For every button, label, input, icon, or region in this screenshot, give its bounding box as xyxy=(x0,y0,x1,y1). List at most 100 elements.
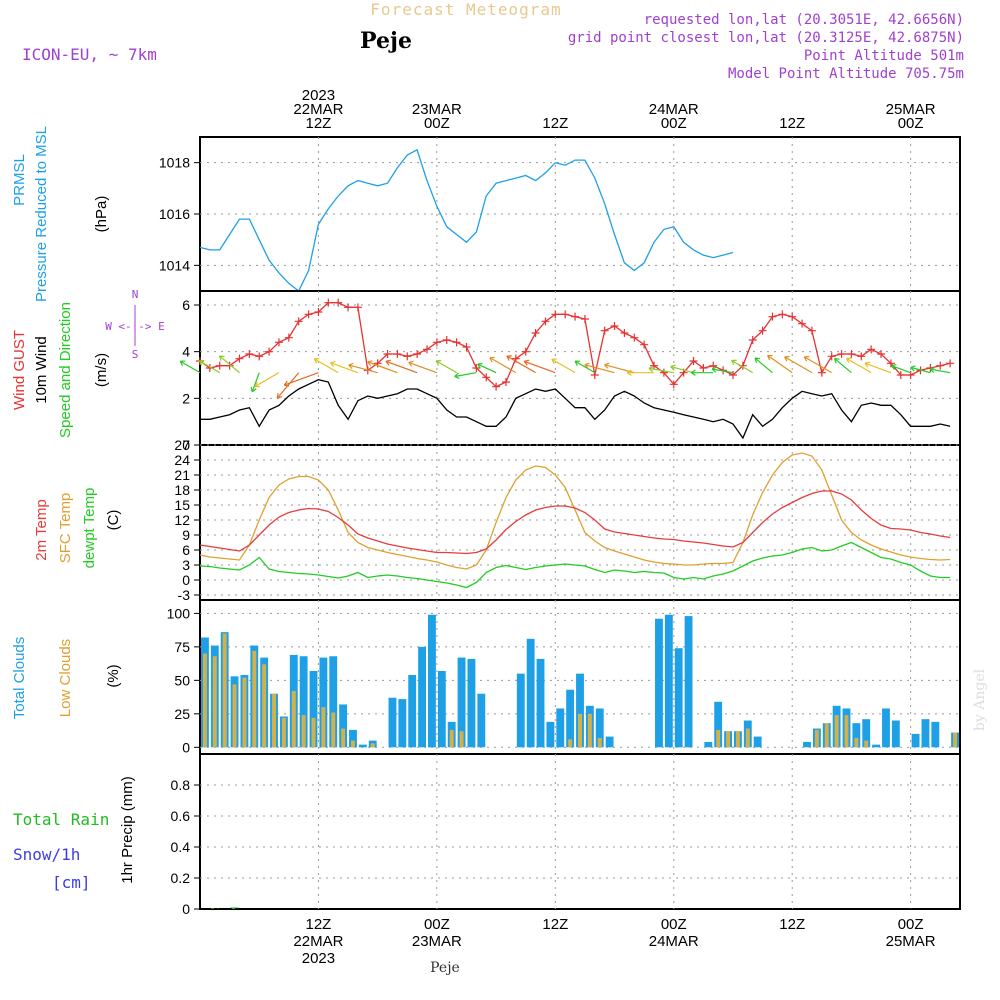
gust-marker xyxy=(452,338,461,347)
low-clouds-bar xyxy=(252,650,257,748)
gust-marker xyxy=(353,303,362,312)
total-clouds-bar xyxy=(428,614,436,748)
bottom-time-label: 12Z xyxy=(779,916,805,933)
wind-direction-arrow xyxy=(929,368,951,374)
dewpt-label: dewpt Temp xyxy=(81,488,98,569)
low-clouds-bar xyxy=(202,653,207,748)
wind-direction-arrow xyxy=(477,363,497,374)
wind-direction-arrow xyxy=(648,367,674,374)
wind-speed-series-line xyxy=(200,379,951,440)
model-name: ICON-EU, ~ 7km xyxy=(22,45,157,64)
bottom-time-label: 22MAR xyxy=(293,933,343,950)
header: Forecast Meteogram Peje ICON-EU, ~ 7km r… xyxy=(22,0,964,82)
gust-marker xyxy=(492,382,501,391)
total-clouds-bar xyxy=(477,693,486,748)
sfc-temp-label: SFC Temp xyxy=(57,493,74,564)
temp-tick-label: 18 xyxy=(174,482,190,498)
temp-tick-label: 12 xyxy=(174,512,190,528)
gust-marker xyxy=(877,350,886,358)
total-clouds-bar xyxy=(339,704,348,748)
gust-marker xyxy=(650,361,659,370)
low-clouds-bar xyxy=(568,739,573,748)
gust-marker xyxy=(274,338,283,347)
top-time-label: 23MAR xyxy=(412,101,462,118)
snow-label: Snow/1h xyxy=(13,845,80,864)
wind-arrow-head xyxy=(834,357,840,364)
compass-south: S xyxy=(132,348,139,361)
gust-marker xyxy=(304,310,313,319)
total-clouds-bar xyxy=(556,708,565,748)
gust-marker xyxy=(817,368,826,377)
pressure-label: Pressure Reduced to MSL xyxy=(33,126,50,302)
temp-tick-label: 27 xyxy=(174,437,190,453)
wind-arrow-head xyxy=(348,362,354,369)
gust-marker xyxy=(314,308,323,316)
wind-arrow-head xyxy=(367,360,373,367)
low-clouds-bar xyxy=(864,740,869,748)
wind-arrow-head xyxy=(477,362,483,369)
bottom-time-label: 00Z xyxy=(661,916,687,933)
wind-arrow-head xyxy=(784,356,790,362)
wind-tick-label: 4 xyxy=(182,344,190,360)
wind-tick-label: 6 xyxy=(182,297,190,313)
wind-arrow-head xyxy=(690,369,696,376)
gust-marker xyxy=(798,319,807,328)
bottom-time-label: 12Z xyxy=(306,916,332,933)
gust-marker xyxy=(758,326,767,335)
wind-arrow-head xyxy=(408,360,414,367)
wind-arrow-head xyxy=(489,356,495,363)
wind-arrow-head xyxy=(218,355,225,361)
panels: 1014 1016 1018 PRMSL Pressure Reduced to MSL… xyxy=(11,126,961,917)
total-clouds-bar xyxy=(418,646,427,748)
gust-marker xyxy=(580,315,589,323)
wind-arrow-head xyxy=(276,393,283,399)
low-clouds-bar xyxy=(716,729,721,748)
wind-direction-arrow xyxy=(523,360,556,374)
footer-location: Peje xyxy=(430,960,460,976)
wind-direction-arrow xyxy=(489,357,517,374)
total-rain-label: Total Rain xyxy=(13,810,109,829)
precip-tick-label: 0 xyxy=(182,901,190,917)
wind-direction-arrow xyxy=(367,361,398,374)
gust-marker xyxy=(847,350,856,358)
gust-marker xyxy=(748,336,757,344)
wind-arrow-head xyxy=(604,362,610,369)
low-clouds-bar xyxy=(321,707,326,748)
low-clouds-bar xyxy=(735,731,740,748)
compass-rose: N W <-|-> E S xyxy=(105,288,165,361)
gust-marker xyxy=(867,345,876,354)
total-clouds-bar xyxy=(388,697,397,748)
wind-arrow-head xyxy=(891,364,897,371)
dewpt-series-line xyxy=(199,541,951,589)
temp-tick-label: 6 xyxy=(182,542,190,558)
total-clouds-bar xyxy=(921,719,930,748)
wind-arrow-head xyxy=(506,355,512,361)
wind-direction-arrow xyxy=(584,364,615,374)
gust-marker xyxy=(551,310,560,319)
gust-marker xyxy=(936,361,945,370)
gust-marker xyxy=(442,336,451,344)
gust-marker xyxy=(432,338,441,347)
gust-marker xyxy=(521,347,530,356)
temp-tick-label: -3 xyxy=(178,587,191,603)
wind-arrow-head xyxy=(846,357,852,364)
clouds-tick-label: 75 xyxy=(174,639,190,655)
bottom-time-label: 12Z xyxy=(542,916,568,933)
gust-marker xyxy=(235,354,244,363)
top-time-label: 12Z xyxy=(542,115,568,132)
top-time-label: 12Z xyxy=(779,115,805,132)
panel-precip: 0 0.2 0.4 0.6 0.8 xyxy=(171,753,961,917)
wind-arrow-head xyxy=(454,372,460,379)
wind-arrow-head xyxy=(929,366,935,373)
panel-clouds: 0 25 50 75 100 xyxy=(167,599,961,755)
wind-arrow-head xyxy=(551,358,557,364)
total-clouds-bar xyxy=(664,614,673,748)
temp-2m-series-line xyxy=(199,490,951,555)
model-altitude: Model Point Altitude 705.75m xyxy=(728,66,964,82)
gust-marker xyxy=(778,310,787,319)
gust-marker xyxy=(294,317,303,326)
low-clouds-bar xyxy=(814,729,819,748)
low-clouds-bar xyxy=(242,677,247,748)
